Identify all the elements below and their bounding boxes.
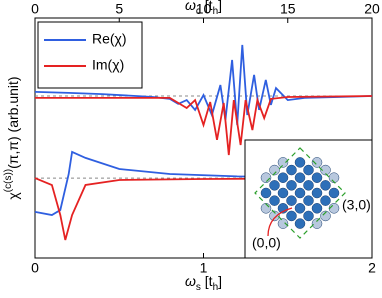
lattice-site — [328, 187, 340, 199]
x2-tick-label: 10 — [196, 1, 212, 17]
lattice-site — [320, 164, 331, 176]
lattice-site — [320, 210, 331, 222]
curve — [34, 177, 373, 241]
x-axis-label-part: [t — [201, 273, 213, 289]
lattice-site — [286, 180, 297, 191]
curve — [35, 95, 373, 156]
x-tick-label: 1 — [200, 260, 208, 276]
lattice-site — [269, 164, 280, 176]
x2-axis-label-part: ] — [218, 0, 222, 13]
inset-arrow — [267, 207, 293, 237]
x-tick-label: 0 — [31, 260, 39, 276]
lattice-site — [269, 195, 280, 206]
lattice-site — [277, 187, 289, 199]
x2-axis-label-part: ω — [185, 0, 196, 13]
y-axis-label-part: χ — [5, 192, 21, 200]
lattice-site — [277, 157, 289, 168]
lattice-site — [277, 218, 289, 229]
y-axis-label: χ(c(s))(π,π) (arb.unit) — [3, 76, 21, 199]
lattice-site — [286, 210, 297, 222]
inset-label: (3,0) — [342, 197, 371, 213]
brillouin-zone — [254, 147, 346, 239]
legend-box — [37, 21, 143, 89]
y-axis-label-part: (c(s)) — [3, 169, 14, 192]
lattice-site — [311, 203, 323, 214]
x2-axis-label-part: h — [213, 6, 219, 17]
lattice-site — [260, 187, 272, 199]
lattice-site — [311, 172, 323, 183]
lattice-site — [286, 164, 297, 176]
inset-label: (0,0) — [252, 235, 281, 251]
x2-tick-label: 5 — [115, 1, 123, 17]
y-axis-label-part: (π,π) (arb.unit) — [5, 76, 21, 168]
lattice-site — [294, 157, 306, 168]
curve — [34, 150, 373, 216]
lattice-site — [277, 172, 289, 183]
x2-axis-label-part: [t — [201, 0, 213, 13]
x2-tick-label: 20 — [364, 1, 380, 17]
lattice-site — [294, 187, 306, 199]
lattice-site — [269, 210, 280, 222]
x-axis-label: ωs [th] — [185, 273, 222, 293]
lattice-site — [303, 210, 314, 222]
x2-axis-label: ωc [th] — [185, 0, 222, 17]
x-axis-label-part: ω — [185, 273, 196, 289]
lattice-site — [294, 218, 306, 229]
x-tick-label: 2 — [368, 260, 376, 276]
x-axis-label-part: ] — [218, 273, 222, 289]
lattice-site — [286, 195, 297, 206]
lattice-site — [311, 187, 323, 199]
legend-label: Im(χ) — [92, 57, 124, 73]
lattice-site — [269, 180, 280, 191]
x-axis-label-part: s — [196, 282, 201, 293]
lattice-site — [303, 195, 314, 206]
lattice-site — [294, 203, 306, 214]
lattice-site — [311, 157, 323, 168]
lattice-site — [311, 218, 323, 229]
legend-label: Re(χ) — [92, 31, 127, 47]
lattice-site — [320, 180, 331, 191]
lattice-site — [320, 195, 331, 206]
lattice-site — [303, 164, 314, 176]
x2-axis-label-part: c — [196, 6, 201, 17]
lattice-site — [303, 180, 314, 191]
x-axis-label-part: h — [213, 282, 219, 293]
x2-tick-label: 0 — [31, 1, 39, 17]
x2-tick-label: 15 — [280, 1, 296, 17]
lattice-site — [294, 172, 306, 183]
